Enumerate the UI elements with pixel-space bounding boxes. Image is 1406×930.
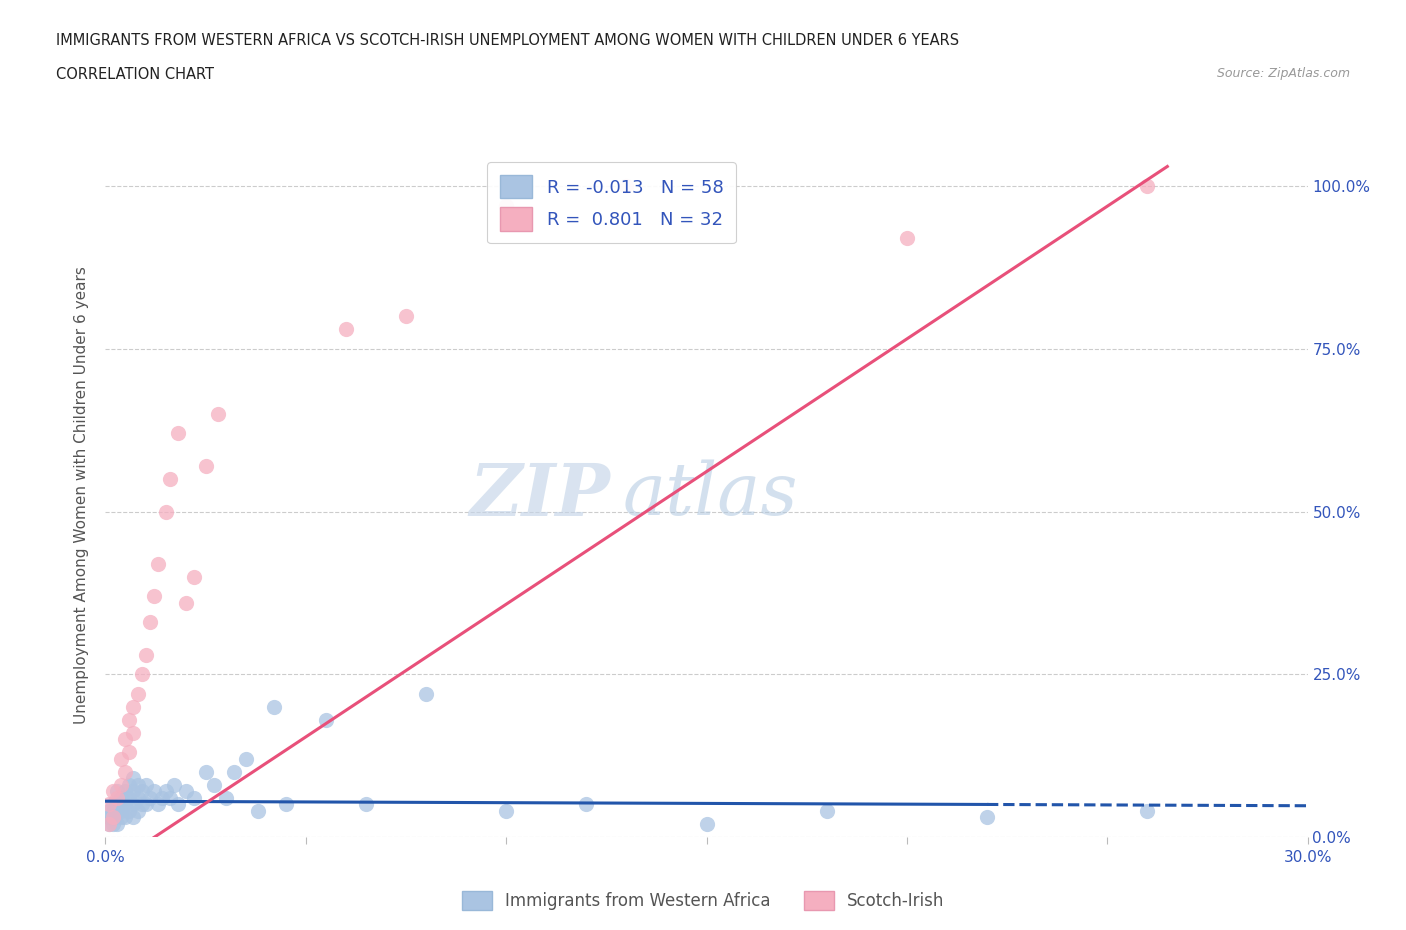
Point — [122, 725, 145, 740]
Point — [174, 784, 197, 799]
Point — [103, 810, 125, 825]
Point — [122, 699, 145, 714]
Point — [159, 472, 181, 486]
Point — [131, 797, 153, 812]
Point — [127, 790, 149, 805]
Point — [138, 615, 160, 630]
Point — [159, 790, 181, 805]
Point — [135, 797, 157, 812]
Point — [103, 804, 125, 818]
Point — [202, 777, 225, 792]
Point — [150, 790, 173, 805]
Point — [174, 595, 197, 610]
Point — [696, 817, 718, 831]
Point — [235, 751, 257, 766]
Point — [127, 777, 149, 792]
Point — [110, 751, 132, 766]
Point — [222, 764, 245, 779]
Point — [98, 817, 121, 831]
Y-axis label: Unemployment Among Women with Children Under 6 years: Unemployment Among Women with Children U… — [75, 266, 90, 724]
Text: ZIP: ZIP — [470, 459, 610, 531]
Point — [315, 712, 337, 727]
Point — [98, 804, 121, 818]
Point — [616, 179, 638, 193]
Point — [110, 804, 132, 818]
Point — [207, 406, 229, 421]
Point — [103, 797, 125, 812]
Point — [122, 810, 145, 825]
Point — [495, 804, 517, 818]
Point — [415, 686, 437, 701]
Point — [114, 732, 136, 747]
Point — [114, 797, 136, 812]
Point — [114, 810, 136, 825]
Point — [896, 231, 918, 246]
Point — [118, 777, 141, 792]
Point — [107, 797, 129, 812]
Point — [138, 790, 160, 805]
Point — [395, 309, 418, 324]
Text: IMMIGRANTS FROM WESTERN AFRICA VS SCOTCH-IRISH UNEMPLOYMENT AMONG WOMEN WITH CHI: IMMIGRANTS FROM WESTERN AFRICA VS SCOTCH… — [56, 33, 959, 47]
Text: Source: ZipAtlas.com: Source: ZipAtlas.com — [1216, 67, 1350, 80]
Point — [98, 810, 121, 825]
Point — [103, 810, 125, 825]
Point — [114, 784, 136, 799]
Point — [103, 784, 125, 799]
Point — [118, 804, 141, 818]
Legend: Immigrants from Western Africa, Scotch-Irish: Immigrants from Western Africa, Scotch-I… — [456, 884, 950, 917]
Point — [107, 784, 129, 799]
Point — [146, 797, 169, 812]
Point — [166, 797, 188, 812]
Point — [1136, 804, 1159, 818]
Point — [135, 647, 157, 662]
Point — [103, 817, 125, 831]
Point — [118, 745, 141, 760]
Point — [135, 777, 157, 792]
Point — [98, 817, 121, 831]
Point — [495, 198, 517, 213]
Point — [263, 699, 285, 714]
Legend: R = -0.013   N = 58, R =  0.801   N = 32: R = -0.013 N = 58, R = 0.801 N = 32 — [486, 163, 737, 243]
Point — [575, 797, 598, 812]
Point — [107, 817, 129, 831]
Point — [976, 810, 998, 825]
Point — [155, 784, 177, 799]
Point — [107, 790, 129, 805]
Point — [110, 777, 132, 792]
Point — [166, 426, 188, 441]
Point — [118, 790, 141, 805]
Point — [162, 777, 184, 792]
Point — [183, 569, 205, 584]
Point — [155, 504, 177, 519]
Point — [131, 667, 153, 682]
Point — [122, 771, 145, 786]
Point — [335, 322, 357, 337]
Point — [214, 790, 236, 805]
Point — [114, 764, 136, 779]
Point — [1136, 179, 1159, 193]
Point — [194, 764, 217, 779]
Point — [183, 790, 205, 805]
Point — [98, 797, 121, 812]
Point — [110, 790, 132, 805]
Point — [127, 686, 149, 701]
Point — [246, 804, 269, 818]
Point — [122, 797, 145, 812]
Text: atlas: atlas — [623, 460, 797, 530]
Point — [274, 797, 297, 812]
Point — [107, 804, 129, 818]
Point — [146, 556, 169, 571]
Point — [142, 589, 165, 604]
Point — [110, 810, 132, 825]
Point — [142, 784, 165, 799]
Point — [354, 797, 377, 812]
Point — [194, 458, 217, 473]
Point — [122, 784, 145, 799]
Point — [815, 804, 838, 818]
Point — [131, 784, 153, 799]
Point — [118, 712, 141, 727]
Text: CORRELATION CHART: CORRELATION CHART — [56, 67, 214, 82]
Point — [127, 804, 149, 818]
